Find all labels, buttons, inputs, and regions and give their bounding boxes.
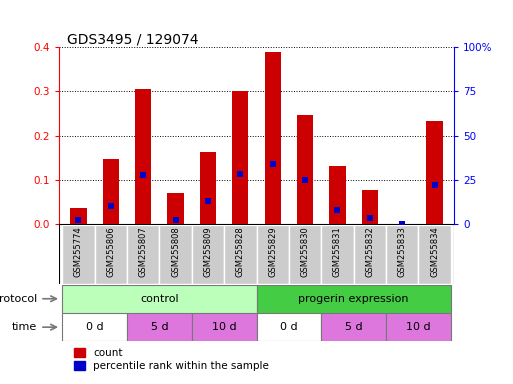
Legend: count, percentile rank within the sample: count, percentile rank within the sample	[74, 348, 269, 371]
Bar	[256, 285, 451, 313]
Bar	[232, 91, 248, 224]
Bar	[256, 225, 289, 284]
Bar	[94, 225, 127, 284]
Bar	[321, 313, 386, 341]
Text: GSM255831: GSM255831	[333, 227, 342, 277]
Text: GSM255828: GSM255828	[236, 227, 245, 277]
Text: GSM255809: GSM255809	[204, 227, 212, 277]
Text: GSM255832: GSM255832	[365, 227, 374, 277]
Bar	[353, 225, 386, 284]
Text: protocol: protocol	[0, 294, 37, 304]
Bar	[127, 313, 192, 341]
Point	[430, 182, 439, 188]
Text: 5 d: 5 d	[150, 322, 168, 332]
Point	[301, 177, 309, 183]
Text: time: time	[12, 322, 37, 332]
Point	[398, 221, 406, 227]
Bar	[256, 313, 321, 341]
Text: GSM255830: GSM255830	[301, 227, 309, 277]
Text: GDS3495 / 129074: GDS3495 / 129074	[67, 32, 199, 46]
Bar	[200, 152, 216, 224]
Bar	[362, 190, 378, 224]
Text: GSM255807: GSM255807	[139, 227, 148, 277]
Text: GSM255834: GSM255834	[430, 227, 439, 277]
Bar	[62, 225, 94, 284]
Text: progerin expression: progerin expression	[299, 294, 409, 304]
Text: 10 d: 10 d	[406, 322, 431, 332]
Point	[107, 203, 115, 209]
Text: 10 d: 10 d	[212, 322, 236, 332]
Bar	[386, 225, 419, 284]
Bar	[192, 225, 224, 284]
Bar	[297, 115, 313, 224]
Bar	[127, 225, 160, 284]
Point	[74, 217, 83, 223]
Text: GSM255833: GSM255833	[398, 227, 407, 277]
Text: GSM255808: GSM255808	[171, 227, 180, 277]
Point	[139, 172, 147, 178]
Text: GSM255806: GSM255806	[106, 227, 115, 277]
Bar	[62, 313, 127, 341]
Bar	[265, 51, 281, 224]
Point	[236, 171, 244, 177]
Bar	[419, 225, 451, 284]
Text: GSM255829: GSM255829	[268, 227, 277, 277]
Bar	[160, 225, 192, 284]
Bar	[224, 225, 256, 284]
Bar	[426, 121, 443, 224]
Point	[171, 217, 180, 223]
Bar	[192, 313, 256, 341]
Bar	[62, 285, 256, 313]
Text: GSM255774: GSM255774	[74, 227, 83, 277]
Bar	[321, 225, 353, 284]
Point	[269, 161, 277, 167]
Bar	[329, 167, 346, 224]
Point	[333, 207, 342, 213]
Bar	[289, 225, 321, 284]
Text: control: control	[140, 294, 179, 304]
Text: 5 d: 5 d	[345, 322, 363, 332]
Text: 0 d: 0 d	[280, 322, 298, 332]
Bar	[103, 159, 119, 224]
Point	[366, 215, 374, 221]
Bar	[135, 89, 151, 224]
Text: 0 d: 0 d	[86, 322, 104, 332]
Bar	[167, 193, 184, 224]
Bar	[70, 209, 87, 224]
Point	[204, 198, 212, 204]
Bar	[386, 313, 451, 341]
